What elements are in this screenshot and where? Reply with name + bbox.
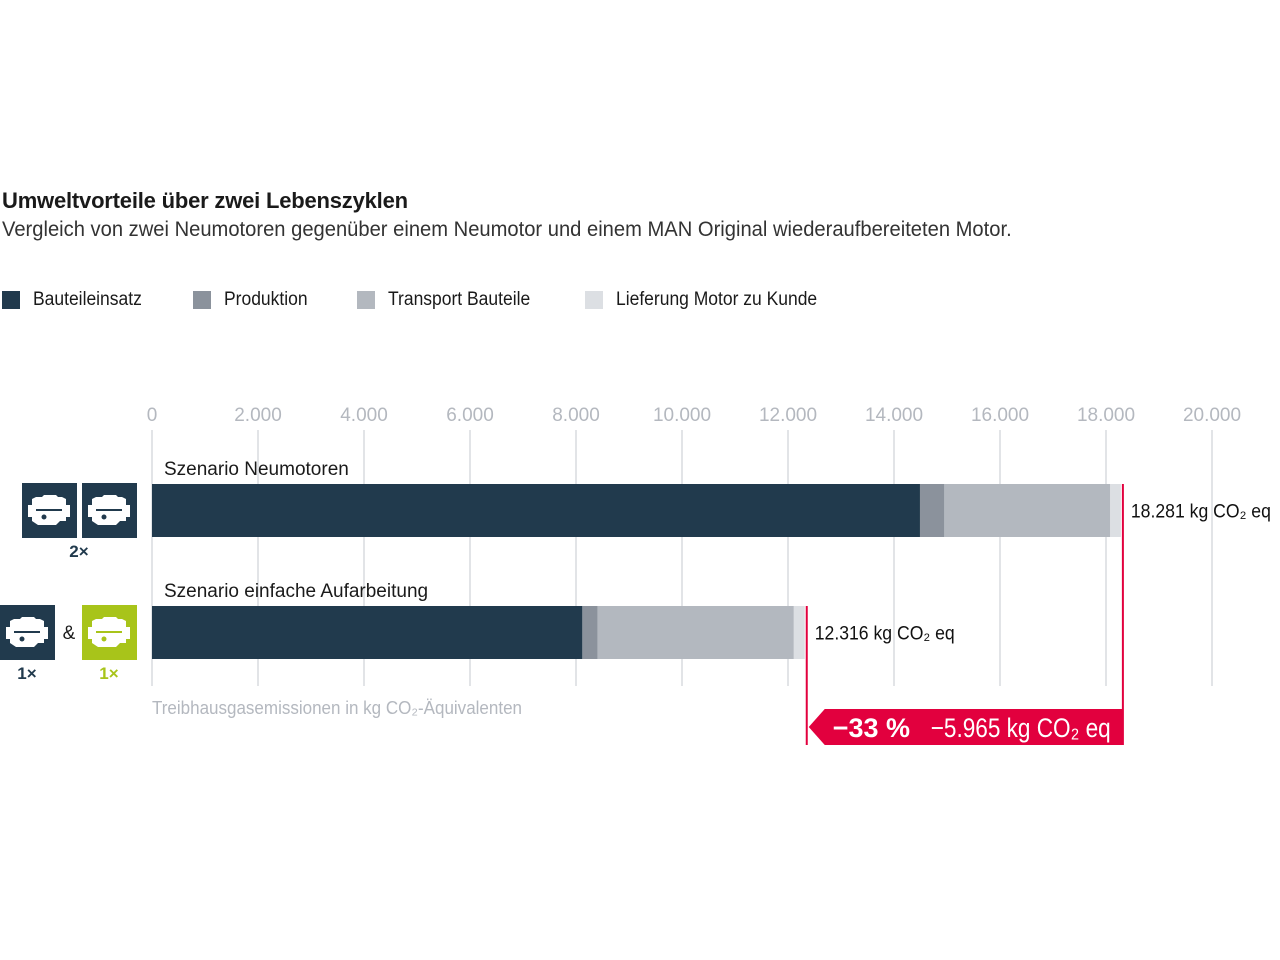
difference-value-label: −5.965 kg CO₂ eq (931, 713, 1111, 743)
bar-segment-lieferung (1110, 484, 1121, 537)
engine-icon (0, 605, 55, 660)
engine-detail (101, 636, 107, 642)
multiplier-label: 2× (69, 542, 88, 561)
chart-subtitle: Vergleich von zwei Neumotoren gegenüber … (2, 218, 1012, 241)
tick-label: 2.000 (234, 405, 282, 426)
difference-percent-label: −33 % (833, 713, 910, 743)
remanufactured-engine-icon (82, 605, 137, 660)
tick-label: 6.000 (446, 405, 494, 426)
tick-label: 18.000 (1077, 405, 1135, 426)
multiplier-label: 1× (17, 664, 36, 683)
total-value-label: 12.316 kg CO₂ eq (815, 624, 955, 645)
legend-label-produktion: Produktion (224, 289, 308, 310)
engine-detail (101, 514, 107, 520)
legend-item-bauteileinsatz: Bauteileinsatz (2, 289, 151, 311)
scenario-label: Szenario einfache Aufarbeitung (164, 581, 428, 602)
legend-item-lieferung: Lieferung Motor zu Kunde (584, 289, 835, 311)
labels-layer: Szenario Neumotoren 18.281 kg CO₂ eq Szena… (152, 459, 1271, 743)
tick-label: 0 (147, 405, 158, 426)
engine-icon (22, 483, 77, 538)
difference-arrow-box (808, 709, 1123, 745)
legend-swatch-produktion (193, 291, 212, 309)
tick-labels: 0 2.000 4.000 6.000 8.000 10.000 12.000 14.000 1… (147, 405, 1241, 426)
legend-swatch-lieferung (584, 291, 603, 309)
tick-label: 12.000 (759, 405, 817, 426)
multiplier-label: 1× (99, 664, 118, 683)
x-axis-title: Treibhausgasemissionen in kg CO₂-Äquival… (152, 698, 522, 718)
bar-segment-lieferung (793, 606, 805, 659)
tick-label: 4.000 (340, 405, 388, 426)
legend-swatch-bauteileinsatz (2, 291, 20, 309)
bar-segment-transport (597, 606, 794, 659)
engine-detail (19, 636, 25, 642)
tick-label: 10.000 (653, 405, 711, 426)
legend: Bauteileinsatz Produktion Transport Baut… (2, 288, 876, 312)
legend-swatch-transport (357, 291, 376, 309)
icons-layer: 2× & 1× 1× (0, 483, 137, 683)
chart-title: Umweltvorteile über zwei Lebenszyklen (2, 188, 408, 213)
tick-label: 14.000 (865, 405, 923, 426)
bar-segment-transport (944, 484, 1111, 537)
legend-item-produktion: Produktion (193, 289, 315, 311)
legend-label-transport: Transport Bauteile (388, 289, 531, 310)
legend-label-bauteileinsatz: Bauteileinsatz (33, 289, 142, 310)
bar-segment-produktion (919, 484, 945, 537)
legend-item-transport: Transport Bauteile (357, 289, 543, 311)
scenario-label: Szenario Neumotoren (164, 459, 349, 480)
tick-label: 8.000 (552, 405, 600, 426)
tick-label: 20.000 (1183, 405, 1241, 426)
ampersand-label: & (63, 623, 76, 644)
total-value-label: 18.281 kg CO₂ eq (1131, 502, 1271, 523)
bars-layer (152, 484, 1124, 745)
bar-segment-bauteileinsatz (152, 484, 920, 537)
bar-segment-produktion (582, 606, 598, 659)
engine-detail (41, 514, 47, 520)
bar-segment-bauteileinsatz (152, 606, 583, 659)
legend-label-lieferung: Lieferung Motor zu Kunde (615, 289, 817, 310)
engine-icon (82, 483, 137, 538)
tick-label: 16.000 (971, 405, 1029, 426)
